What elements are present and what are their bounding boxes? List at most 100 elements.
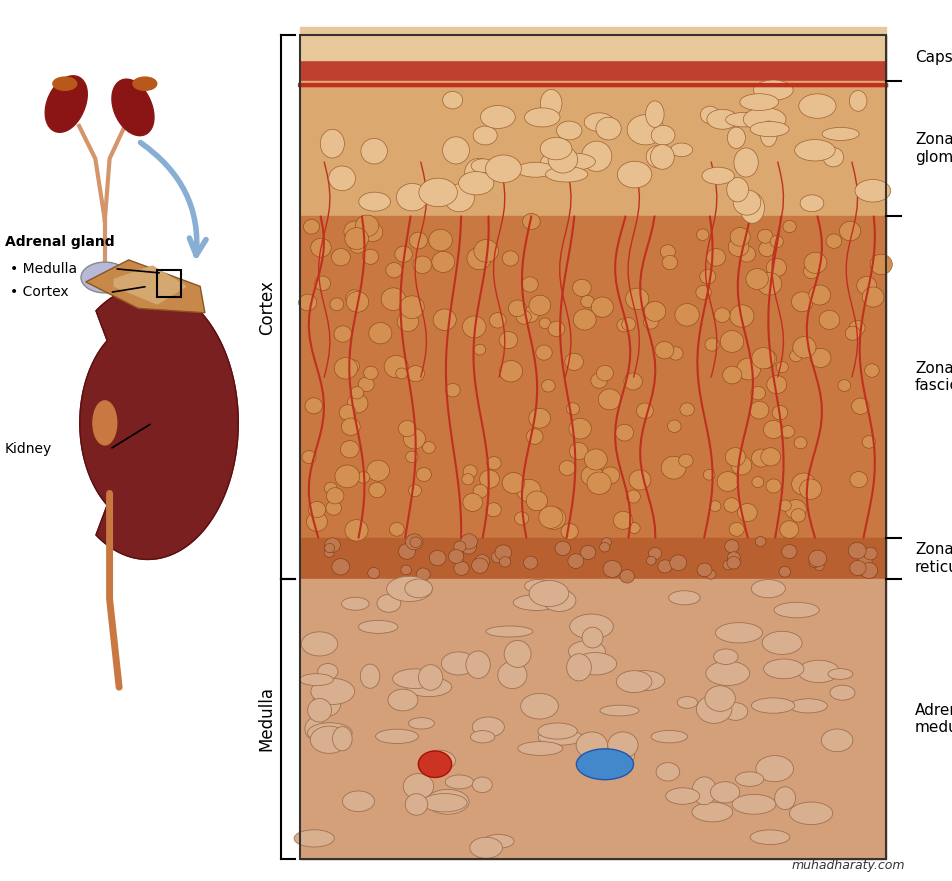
Circle shape xyxy=(499,331,517,349)
Ellipse shape xyxy=(735,772,763,787)
Circle shape xyxy=(856,277,876,295)
Ellipse shape xyxy=(480,106,515,129)
Ellipse shape xyxy=(626,115,664,144)
Ellipse shape xyxy=(422,750,455,771)
Circle shape xyxy=(538,506,563,529)
Circle shape xyxy=(643,315,658,329)
Circle shape xyxy=(628,470,650,490)
Circle shape xyxy=(699,270,715,284)
Bar xyxy=(300,80,885,217)
Circle shape xyxy=(412,256,431,273)
Circle shape xyxy=(781,426,794,438)
Ellipse shape xyxy=(465,159,493,187)
Circle shape xyxy=(863,364,879,377)
Circle shape xyxy=(432,309,456,330)
Bar xyxy=(300,217,885,537)
Ellipse shape xyxy=(545,167,587,182)
Circle shape xyxy=(580,545,595,559)
Circle shape xyxy=(792,337,815,358)
Ellipse shape xyxy=(774,787,795,810)
Circle shape xyxy=(362,223,383,241)
Circle shape xyxy=(660,245,675,259)
Circle shape xyxy=(333,326,351,342)
Circle shape xyxy=(825,233,841,248)
Circle shape xyxy=(779,521,798,538)
Ellipse shape xyxy=(713,649,738,664)
Ellipse shape xyxy=(405,579,432,597)
Circle shape xyxy=(849,471,866,488)
Circle shape xyxy=(648,547,661,559)
Ellipse shape xyxy=(624,670,664,691)
Circle shape xyxy=(799,479,821,500)
Circle shape xyxy=(325,538,340,552)
Circle shape xyxy=(357,471,369,484)
Circle shape xyxy=(572,279,590,296)
Circle shape xyxy=(398,420,416,437)
Ellipse shape xyxy=(458,172,493,195)
Ellipse shape xyxy=(483,834,513,848)
Circle shape xyxy=(814,562,823,571)
Circle shape xyxy=(775,361,787,373)
Circle shape xyxy=(384,355,407,378)
Ellipse shape xyxy=(486,626,532,637)
Circle shape xyxy=(526,429,543,444)
Circle shape xyxy=(486,456,501,470)
Circle shape xyxy=(678,454,692,467)
Circle shape xyxy=(674,304,699,326)
Circle shape xyxy=(428,229,452,251)
Ellipse shape xyxy=(677,697,697,708)
Circle shape xyxy=(422,441,435,454)
Ellipse shape xyxy=(650,125,674,145)
Circle shape xyxy=(803,252,826,273)
Circle shape xyxy=(399,296,424,319)
Ellipse shape xyxy=(81,263,129,292)
Ellipse shape xyxy=(320,130,344,158)
Circle shape xyxy=(416,468,431,481)
Ellipse shape xyxy=(305,718,325,740)
Circle shape xyxy=(445,383,460,397)
Circle shape xyxy=(416,568,429,581)
Ellipse shape xyxy=(731,795,775,814)
Ellipse shape xyxy=(581,141,611,172)
Ellipse shape xyxy=(525,580,550,592)
Circle shape xyxy=(662,255,677,270)
Circle shape xyxy=(839,221,860,241)
Ellipse shape xyxy=(749,122,788,137)
Ellipse shape xyxy=(743,107,785,131)
Circle shape xyxy=(526,491,547,511)
Circle shape xyxy=(364,366,378,380)
Circle shape xyxy=(453,541,466,552)
Ellipse shape xyxy=(800,195,823,211)
Circle shape xyxy=(726,552,740,564)
Ellipse shape xyxy=(670,143,692,157)
Circle shape xyxy=(386,263,402,278)
Ellipse shape xyxy=(472,126,497,144)
Ellipse shape xyxy=(691,777,716,804)
Ellipse shape xyxy=(485,155,521,182)
Circle shape xyxy=(851,398,868,414)
Circle shape xyxy=(347,394,367,413)
Circle shape xyxy=(581,465,603,486)
Ellipse shape xyxy=(576,732,606,759)
Circle shape xyxy=(561,523,578,539)
Circle shape xyxy=(573,309,595,330)
Ellipse shape xyxy=(823,147,843,167)
Ellipse shape xyxy=(312,690,341,716)
Ellipse shape xyxy=(516,162,554,177)
Circle shape xyxy=(326,501,341,515)
Circle shape xyxy=(848,321,864,335)
Ellipse shape xyxy=(426,789,468,814)
Circle shape xyxy=(528,295,550,315)
Circle shape xyxy=(808,285,830,305)
Ellipse shape xyxy=(419,178,457,207)
Circle shape xyxy=(724,540,738,553)
Circle shape xyxy=(738,246,755,263)
Circle shape xyxy=(862,436,875,448)
Circle shape xyxy=(696,563,711,577)
Circle shape xyxy=(499,557,510,567)
Circle shape xyxy=(368,482,385,498)
Ellipse shape xyxy=(547,146,577,173)
Circle shape xyxy=(598,389,621,410)
Ellipse shape xyxy=(645,145,670,168)
Circle shape xyxy=(362,249,378,264)
